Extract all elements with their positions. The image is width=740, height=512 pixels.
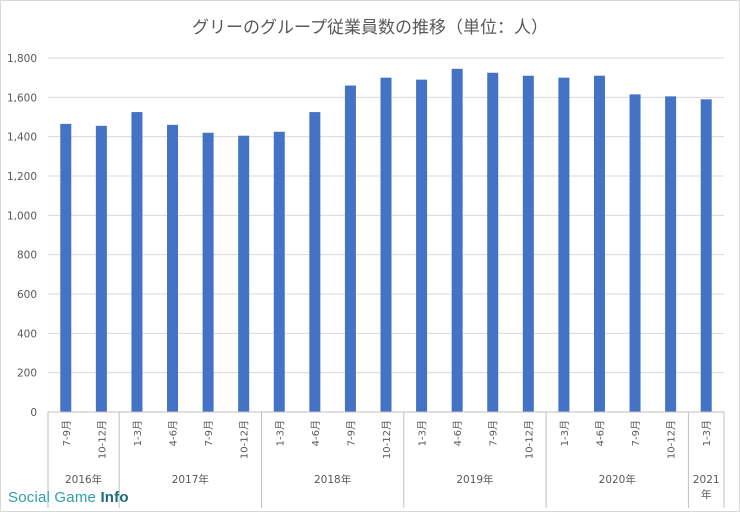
- y-tick-label: 1,000: [7, 210, 37, 222]
- x-tick-label: 7-9月: [630, 420, 642, 446]
- year-label: 2021 年: [693, 474, 720, 501]
- watermark-text: Social Game: [8, 489, 101, 506]
- y-tick-label: 1,200: [7, 171, 37, 183]
- bar: [629, 94, 641, 412]
- bar: [522, 75, 534, 412]
- x-tick-label: 1-3月: [559, 420, 571, 446]
- x-tick-label: 10-12月: [666, 420, 678, 459]
- bar: [451, 68, 463, 413]
- bar: [167, 124, 179, 412]
- y-tick-label: 800: [17, 250, 37, 262]
- x-tick-label: 7-9月: [61, 420, 73, 446]
- x-tick-label: 7-9月: [203, 420, 215, 446]
- y-tick-label: 1,400: [7, 132, 37, 144]
- bar: [95, 125, 107, 412]
- year-label: 2020年: [599, 473, 636, 486]
- y-tick-label: 0: [30, 407, 37, 419]
- bar: [416, 79, 428, 412]
- bar: [273, 131, 285, 412]
- watermark-logo: Social Game Info: [8, 489, 129, 506]
- y-tick-label: 1,600: [7, 92, 37, 104]
- y-tick-label: 600: [17, 289, 37, 301]
- y-tick-label: 200: [17, 368, 37, 380]
- bar: [558, 77, 570, 413]
- x-tick-label: 4-6月: [310, 420, 322, 446]
- x-tick-label: 1-3月: [417, 420, 429, 446]
- year-label: 2018年: [314, 473, 351, 486]
- bar: [380, 77, 392, 413]
- bar: [487, 72, 499, 412]
- bar: [700, 99, 712, 413]
- bar: [593, 75, 605, 412]
- year-label: 2017年: [172, 473, 209, 486]
- bar: [309, 112, 321, 412]
- x-tick-label: 10-12月: [523, 420, 535, 459]
- x-tick-label: 4-6月: [452, 420, 464, 446]
- x-tick-label: 7-9月: [488, 420, 500, 446]
- y-tick-label: 400: [17, 328, 37, 340]
- x-tick-label: 10-12月: [96, 420, 108, 459]
- bar: [131, 112, 143, 412]
- x-tick-label: 1-3月: [701, 420, 713, 446]
- x-tick-label: 4-6月: [594, 420, 606, 446]
- x-tick-label: 4-6月: [168, 420, 180, 446]
- bar: [238, 135, 250, 412]
- year-label: 2016年: [65, 473, 102, 486]
- x-tick-label: 1-3月: [274, 420, 286, 446]
- x-tick-label: 10-12月: [381, 420, 393, 459]
- bar: [202, 132, 214, 412]
- watermark-text-bold: Info: [100, 489, 129, 506]
- bar: [60, 123, 72, 412]
- x-tick-label: 10-12月: [239, 420, 251, 459]
- bar: [665, 96, 677, 412]
- x-tick-label: 1-3月: [132, 420, 144, 446]
- chart-title: グリーのグループ従業員数の推移（単位：人）: [192, 18, 548, 38]
- year-label: 2019年: [456, 473, 493, 486]
- x-tick-label: 7-9月: [345, 420, 357, 446]
- y-tick-label: 1,800: [7, 53, 37, 65]
- bar: [344, 85, 356, 413]
